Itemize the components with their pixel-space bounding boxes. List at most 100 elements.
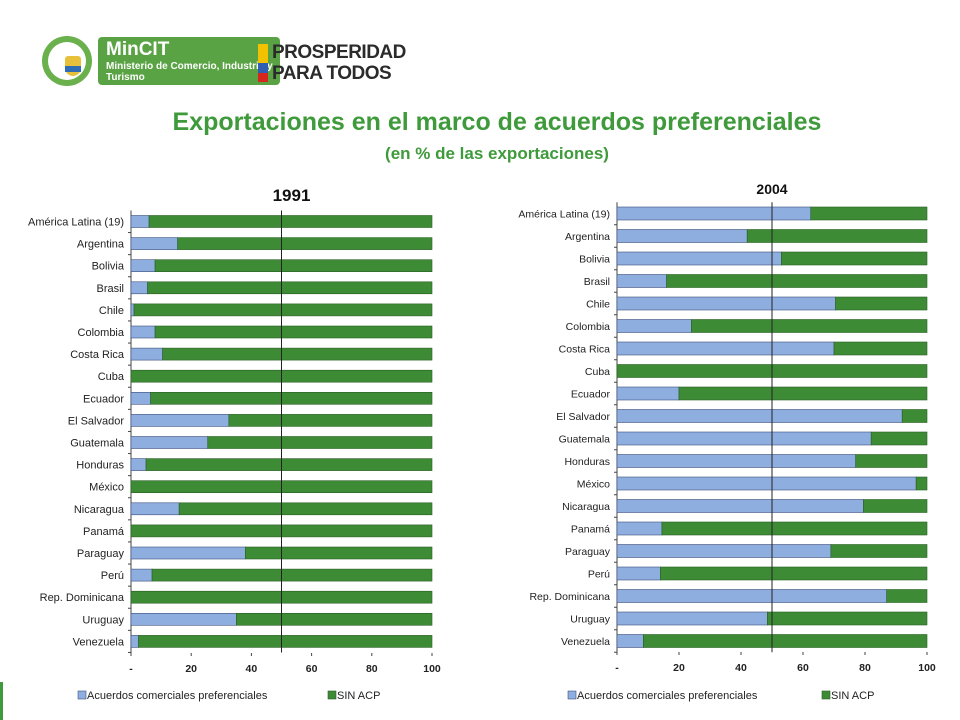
- chart-1991-bar-acp-5: [130, 325, 156, 339]
- chart-2004-bar-acp-1: [616, 229, 748, 243]
- chart-2004-bar-sin-acp-11: [855, 454, 928, 468]
- chart-2004-category-label-19: Venezuela: [561, 636, 610, 648]
- chart-1991-category-label-10: Guatemala: [70, 438, 125, 450]
- chart-2004-category-label-9: El Salvador: [556, 411, 610, 423]
- chart-2004-bar-sin-acp-0: [810, 206, 928, 221]
- chart-2004-bar-acp-9: [616, 409, 903, 423]
- chart-2004-bar-acp-10: [616, 431, 872, 446]
- chart-1991-category-label-12: México: [89, 482, 124, 494]
- chart-1991-category-label-7: Cuba: [98, 371, 125, 383]
- page-title: Exportaciones en el marco de acuerdos pr…: [172, 108, 822, 136]
- chart-2004-legend-swatch-sin-acp: [821, 690, 831, 700]
- chart-2004-legend-swatch-acp: [567, 690, 577, 700]
- chart-2004-bar-acp-17: [616, 589, 888, 603]
- chart-2004-bar-sin-acp-2: [780, 251, 928, 266]
- chart-1991-bar-sin-acp-16: [151, 568, 433, 582]
- chart-2004-bar-acp-15: [616, 544, 832, 558]
- chart-1991-bar-acp-16: [130, 568, 153, 582]
- chart-1991-bar-sin-acp-0: [148, 215, 433, 228]
- chart-2004-bar-sin-acp-9: [901, 409, 928, 423]
- prosperidad-logo: PROSPERIDAD PARA TODOS: [258, 42, 438, 86]
- chart-1991-category-label-3: Brasil: [96, 283, 124, 295]
- chart-2004-bar-acp-3: [616, 274, 667, 288]
- chart-1991-x-tick-label-0: -: [129, 663, 133, 675]
- chart-1991-bar-acp-15: [130, 546, 246, 560]
- mincit-logo-box: MinCIT Ministerio de Comercio, Industria…: [98, 37, 280, 85]
- chart-2004-bar-sin-acp-8: [678, 386, 928, 401]
- chart-2004-bar-acp-6: [616, 341, 835, 356]
- chart-2004-category-label-6: Costa Rica: [559, 344, 611, 356]
- chart-2004-bar-sin-acp-4: [835, 296, 928, 311]
- chart-1991-category-label-4: Chile: [99, 305, 124, 317]
- chart-1991-bar-acp-10: [130, 436, 209, 449]
- prosperidad-line2: PARA TODOS: [272, 63, 392, 84]
- chart-2004-category-label-4: Chile: [586, 299, 610, 311]
- chart-1991-bar-sin-acp-3: [147, 281, 433, 295]
- chart-1991-x-tick-label-3: 60: [306, 663, 318, 675]
- chart-2004-category-label-11: Honduras: [564, 456, 610, 468]
- chart-2004-bar-sin-acp-1: [746, 229, 928, 243]
- chart-2004-x-tick-label-4: 80: [859, 662, 871, 674]
- chart-1991-legend-swatch-sin-acp: [327, 690, 337, 700]
- chart-2004-category-label-14: Panamá: [571, 524, 610, 536]
- chart-1991-category-label-11: Honduras: [76, 460, 124, 472]
- chart-2004-category-label-5: Colombia: [566, 321, 611, 333]
- chart-2004-bar-sin-acp-19: [643, 634, 928, 648]
- chart-1991-bar-sin-acp-2: [154, 259, 433, 273]
- chart-1991-category-label-16: Perú: [101, 570, 124, 582]
- chart-2004-bar-sin-acp-10: [870, 431, 928, 446]
- chart-1991-category-label-1: Argentina: [77, 239, 125, 251]
- chart-1991-bar-acp-2: [130, 259, 156, 273]
- chart-1991-bar-sin-acp-10: [207, 436, 433, 449]
- chart-2004-category-label-12: México: [577, 479, 610, 491]
- chart-1991-x-tick-label-2: 40: [246, 663, 258, 675]
- chart-1991-bar-acp-13: [130, 502, 180, 516]
- chart-1991-category-label-15: Paraguay: [77, 548, 125, 560]
- chart-1991-bar-acp-8: [130, 391, 151, 405]
- chart-2004-category-label-13: Nicaragua: [562, 501, 610, 513]
- chart-1991-category-label-5: Colombia: [78, 327, 125, 339]
- chart-1991-bar-acp-6: [130, 347, 163, 361]
- chart-2004-x-tick-label-2: 40: [735, 662, 747, 674]
- chart-1991-category-label-9: El Salvador: [68, 415, 125, 427]
- chart-2004-bar-sin-acp-5: [691, 319, 928, 333]
- chart-2004-category-label-18: Uruguay: [570, 614, 610, 626]
- page-subtitle: (en % de las exportaciones): [385, 144, 609, 163]
- chart-1991-bar-acp-0: [130, 215, 150, 228]
- chart-2004-category-label-10: Guatemala: [559, 434, 611, 446]
- colombia-seal-icon: [42, 36, 92, 86]
- chart-1991-bar-sin-acp-8: [150, 391, 433, 405]
- chart-2004-category-label-7: Cuba: [585, 366, 610, 378]
- chart-1991-category-label-6: Costa Rica: [70, 349, 125, 361]
- chart-1991-bar-sin-acp-13: [178, 502, 433, 516]
- chart-1991-title: 1991: [273, 186, 311, 205]
- prosperidad-logo-text: PROSPERIDAD PARA TODOS: [272, 42, 406, 84]
- chart-2004-legend-label-sin-acp: SIN ACP: [831, 690, 874, 702]
- chart-1991-bar-acp-19: [130, 635, 139, 648]
- chart-2004-bar-sin-acp-15: [830, 544, 928, 558]
- chart-1991-category-label-8: Ecuador: [83, 393, 124, 405]
- chart-2004-bar-acp-2: [616, 251, 782, 266]
- mincit-logo-title: MinCIT: [106, 39, 170, 60]
- chart-1991-category-label-13: Nicaragua: [74, 504, 125, 516]
- chart-1991-category-label-2: Bolivia: [92, 261, 125, 273]
- chart-1991-bar-acp-3: [130, 281, 148, 295]
- chart-1991-bar-acp-11: [130, 458, 147, 471]
- chart-2004-bar-acp-12: [616, 476, 917, 491]
- chart-2004-category-label-15: Paraguay: [565, 546, 611, 558]
- chart-1991-bar-sin-acp-4: [133, 303, 433, 317]
- chart-2004-category-label-17: Rep. Dominicana: [529, 591, 610, 603]
- chart-2004-bar-acp-18: [616, 611, 768, 626]
- chart-1991-category-label-14: Panamá: [83, 526, 125, 538]
- chart-2004-bar-acp-16: [616, 566, 661, 581]
- chart-2004-category-label-8: Ecuador: [571, 389, 611, 401]
- mincit-logo-subtitle: Ministerio de Comercio, Industria y Turi…: [106, 61, 273, 83]
- chart-1991-legend-label-sin-acp: SIN ACP: [337, 690, 380, 702]
- colombia-flag-icon: [258, 44, 268, 82]
- chart-1991-legend-label-acp: Acuerdos comerciales preferenciales: [87, 690, 268, 702]
- chart-2004-x-tick-label-1: 20: [673, 662, 685, 674]
- chart-1991-bar-acp-9: [130, 414, 230, 427]
- chart-2004-x-tick-label-5: 100: [918, 662, 936, 674]
- chart-1991-x-tick-label-1: 20: [185, 663, 197, 675]
- chart-2004-title: 2004: [756, 181, 787, 197]
